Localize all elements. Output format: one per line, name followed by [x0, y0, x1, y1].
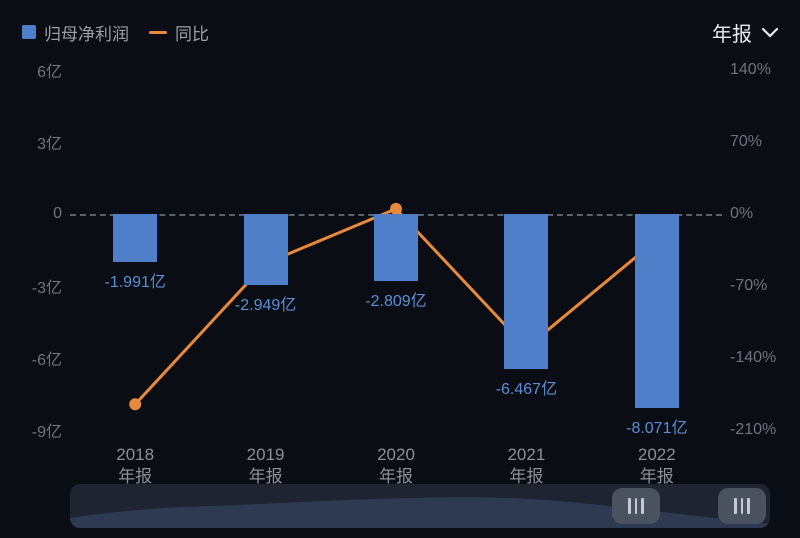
- y-right-tick: 0%: [730, 205, 788, 223]
- y-left-tick: -9亿: [18, 418, 62, 442]
- legend-item-bar: 归母净利润: [22, 20, 129, 45]
- y-left-tick: -3亿: [18, 274, 62, 298]
- x-axis-label: 2021年报: [507, 444, 545, 488]
- period-selector[interactable]: 年报: [712, 18, 778, 47]
- x-axis-label: 2019年报: [247, 444, 285, 488]
- bar: [374, 214, 418, 281]
- bar-value-label: -6.467亿: [496, 375, 557, 399]
- bar-value-label: -8.071亿: [626, 414, 687, 438]
- legend-label-line: 同比: [175, 20, 209, 45]
- bar-value-label: -2.809亿: [365, 287, 426, 311]
- legend-label-bar: 归母净利润: [44, 20, 129, 45]
- chevron-down-icon: [762, 21, 778, 44]
- bar: [635, 214, 679, 408]
- scrubber-sparkline: [70, 484, 770, 528]
- bar: [113, 214, 157, 262]
- y-right-tick: 140%: [730, 61, 788, 79]
- bar: [244, 214, 288, 285]
- legend-swatch-bar: [22, 25, 36, 39]
- y-left-tick: -6亿: [18, 346, 62, 370]
- chart-card: 归母净利润 同比 年报 6亿3亿0-3亿-6亿-9亿140%70%0%-70%-…: [0, 0, 800, 538]
- y-right-tick: -140%: [730, 349, 788, 367]
- scrubber-handle-right[interactable]: [718, 488, 766, 524]
- y-right-tick: 70%: [730, 133, 788, 151]
- time-scrubber[interactable]: [70, 484, 770, 528]
- bar: [504, 214, 548, 369]
- y-left-tick: 6亿: [18, 58, 62, 82]
- y-right-tick: -210%: [730, 421, 788, 439]
- x-axis-label: 2018年报: [116, 444, 154, 488]
- plot-area: 6亿3亿0-3亿-6亿-9亿140%70%0%-70%-140%-210%-1.…: [70, 70, 722, 430]
- legend-swatch-line: [149, 31, 167, 34]
- x-axis-label: 2020年报: [377, 444, 415, 488]
- period-selector-label: 年报: [712, 18, 752, 47]
- line-marker: [129, 398, 141, 410]
- legend-row: 归母净利润 同比 年报: [22, 18, 778, 46]
- legend-item-line: 同比: [149, 20, 209, 45]
- x-axis-label: 2022年报: [638, 444, 676, 488]
- scrubber-handle-left[interactable]: [612, 488, 660, 524]
- bar-value-label: -2.949亿: [235, 291, 296, 315]
- y-right-tick: -70%: [730, 277, 788, 295]
- y-left-tick: 3亿: [18, 130, 62, 154]
- bar-value-label: -1.991亿: [105, 268, 166, 292]
- y-left-tick: 0: [18, 205, 62, 223]
